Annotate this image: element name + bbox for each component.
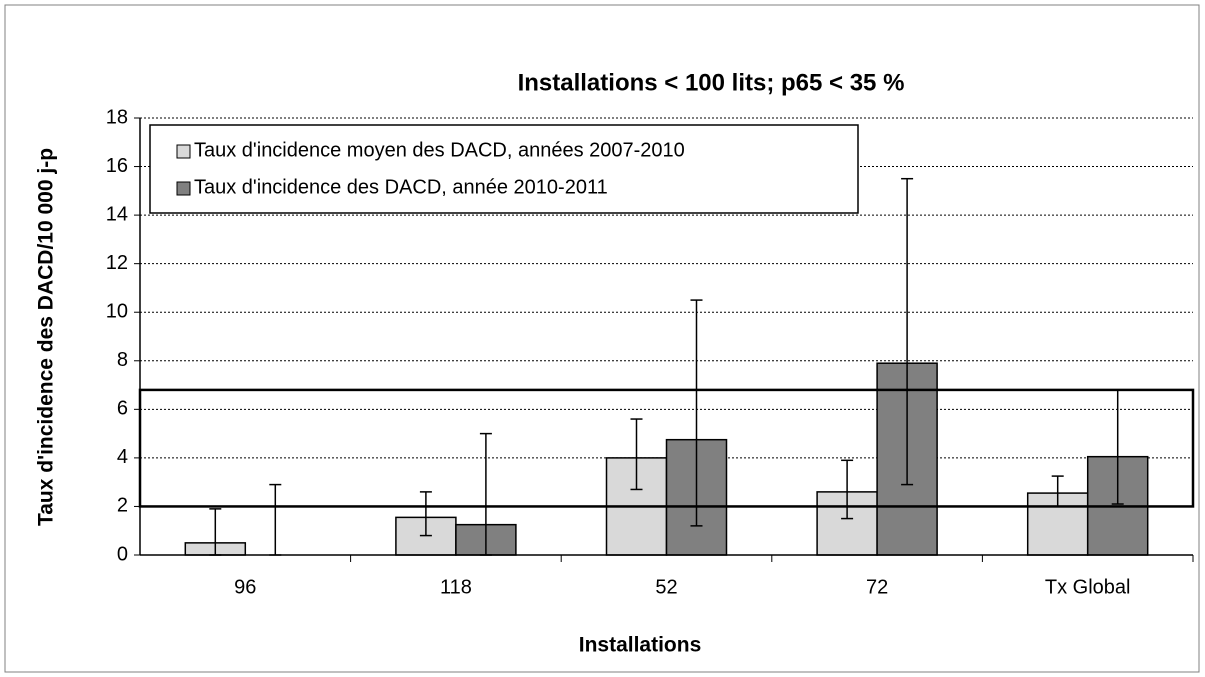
x-tick-label: 72 bbox=[866, 576, 888, 598]
y-tick-label: 12 bbox=[106, 252, 128, 274]
y-axis-title: Taux d'incidence des DACD/10 000 j-p bbox=[35, 148, 58, 526]
error-bar bbox=[419, 491, 432, 537]
legend-label: Taux d'incidence moyen des DACD, années … bbox=[194, 139, 685, 161]
error-bar bbox=[841, 459, 854, 520]
error-bar bbox=[269, 483, 282, 556]
y-tick-label: 10 bbox=[106, 301, 128, 323]
y-tick-label: 16 bbox=[106, 155, 128, 177]
legend: Taux d'incidence moyen des DACD, années … bbox=[149, 124, 859, 214]
error-bar bbox=[901, 177, 914, 486]
y-tick-label: 18 bbox=[106, 106, 128, 128]
chart-border bbox=[4, 4, 1200, 673]
x-tick-label: Tx Global bbox=[1045, 576, 1131, 598]
legend-swatch bbox=[176, 144, 191, 159]
y-tick-label: 2 bbox=[117, 495, 128, 517]
y-tick-label: 6 bbox=[117, 398, 128, 420]
error-bar bbox=[630, 418, 643, 491]
y-tick-label: 8 bbox=[117, 349, 128, 371]
y-tick-label: 4 bbox=[117, 446, 128, 468]
x-tick-label: 96 bbox=[234, 576, 256, 598]
y-tick-label: 0 bbox=[117, 543, 128, 565]
chart-title: Installations < 100 lits; p65 < 35 % bbox=[518, 69, 905, 96]
x-tick-label: 52 bbox=[655, 576, 677, 598]
x-tick-label: 118 bbox=[440, 576, 472, 598]
x-axis-title: Installations bbox=[579, 634, 702, 657]
y-tick-label: 14 bbox=[106, 203, 128, 225]
legend-swatch bbox=[176, 181, 191, 196]
legend-box bbox=[149, 124, 859, 214]
legend-label: Taux d'incidence des DACD, année 2010-20… bbox=[194, 176, 608, 198]
error-bar bbox=[690, 299, 703, 527]
